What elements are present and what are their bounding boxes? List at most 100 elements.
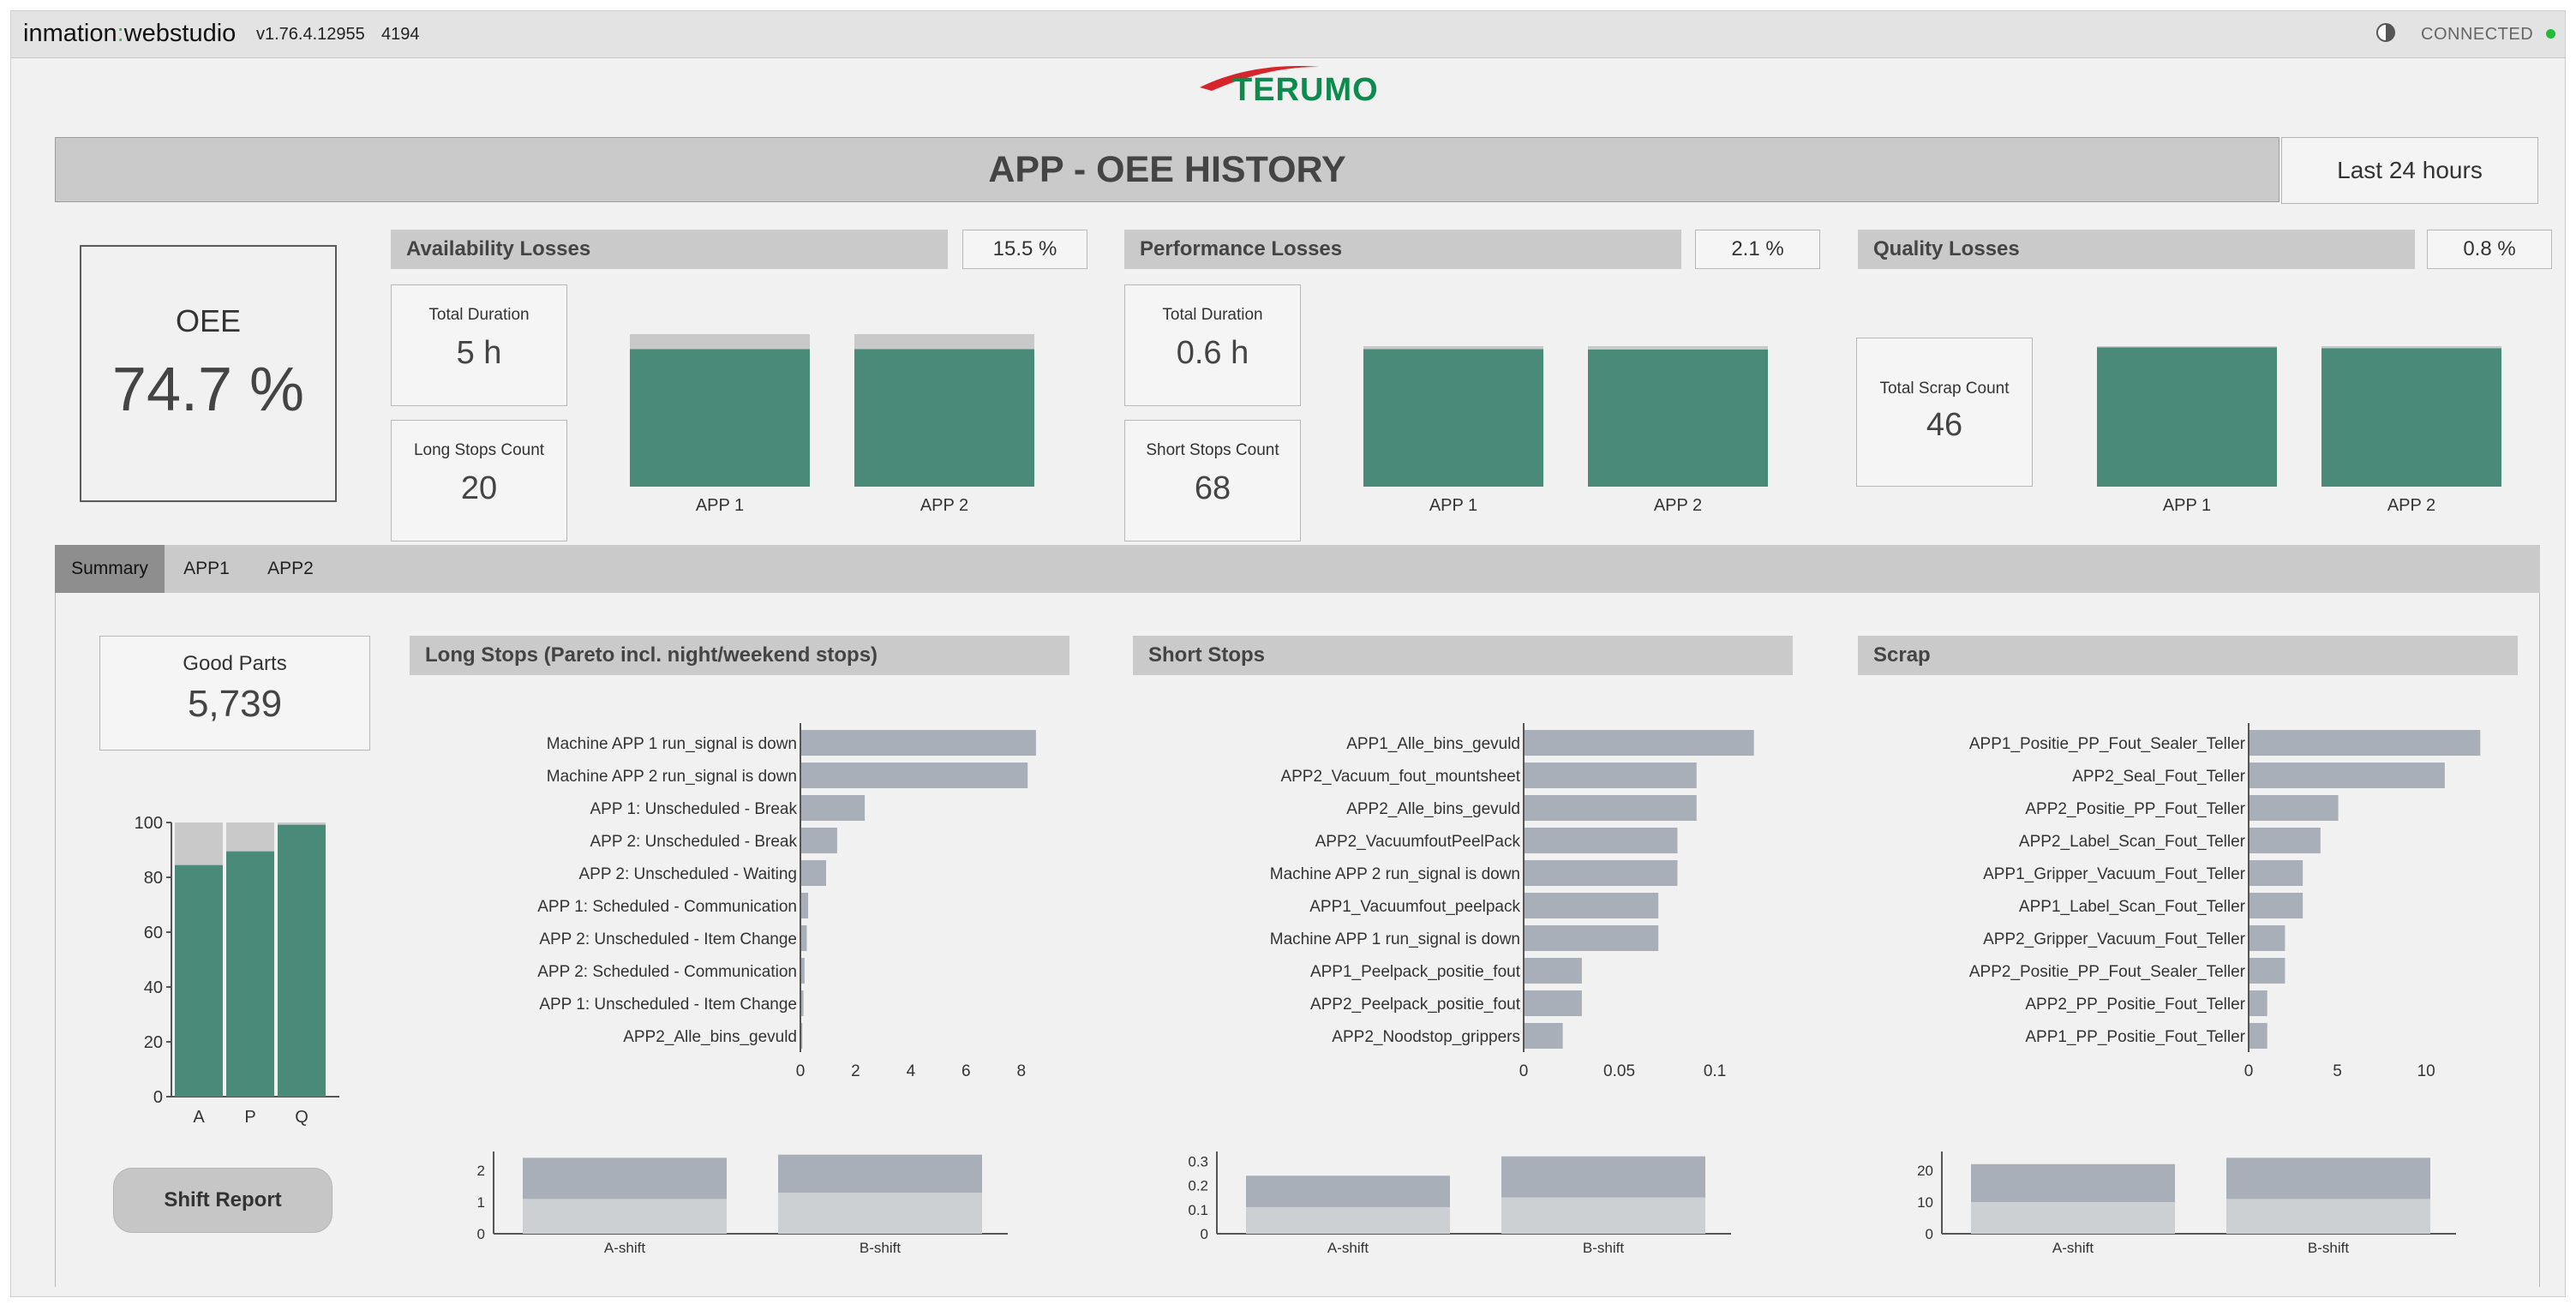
brand-product: webstudio (123, 20, 237, 47)
y-tick-label: 0 (153, 1088, 163, 1107)
availability-losses-header: Availability Losses (391, 230, 948, 269)
y-tick-label: 0 (1201, 1226, 1208, 1242)
category-label: Machine APP 1 run_signal is down (547, 735, 797, 753)
category-label: APP 1: Scheduled - Communication (537, 898, 797, 916)
connection-indicator (2546, 29, 2555, 39)
long-stops-header: Long Stops (Pareto incl. night/weekend s… (410, 636, 1069, 675)
availability-duration-label: Total Duration (428, 306, 530, 324)
tab-summary[interactable]: Summary (55, 545, 165, 593)
category-label: A-shift (1327, 1240, 1369, 1256)
app-build: 4194 (381, 25, 420, 44)
good-bar (278, 824, 326, 1097)
long-stops-pareto-chart: Machine APP 1 run_signal is down Machine … (537, 723, 1036, 1080)
y-tick-label: 1 (477, 1194, 485, 1211)
category-label: Q (295, 1108, 309, 1127)
x-tick-label: 6 (962, 1062, 971, 1080)
scrap-pareto-chart: APP1_Positie_PP_Fout_Sealer_Teller APP2_S… (1969, 723, 2481, 1080)
top-bar: inmation:webstudio v1.76.4.12955 4194 CO… (11, 11, 2565, 58)
app-brand: inmation:webstudio (23, 20, 237, 47)
pareto-bar (1525, 795, 1697, 821)
category-label: APP1_Peelpack_positie_fout (1310, 963, 1521, 981)
category-label: APP 2: Unscheduled - Item Change (539, 930, 797, 948)
short-stops-shift-chart: 0 0.1 0.2 0.3 A-shift B-shift (1188, 1151, 1731, 1256)
availability-losses-percent: 15.5 % (962, 230, 1087, 269)
short-stops-count-card: Short Stops Count 68 (1124, 420, 1301, 541)
y-tick-label: 60 (144, 924, 163, 942)
short-stops-pareto-chart: APP1_Alle_bins_gevuld APP2_Vacuum_fout_mo… (1270, 723, 1754, 1080)
x-tick-label: 0 (796, 1062, 806, 1080)
shift-bar-base (2226, 1199, 2430, 1234)
good-bar (226, 851, 274, 1097)
category-label: APP2_VacuumfoutPeelPack (1315, 833, 1521, 851)
category-label: APP2_PP_Positie_Fout_Teller (2025, 996, 2245, 1014)
y-tick-label: 10 (1917, 1194, 1933, 1211)
good-bar (175, 864, 223, 1097)
y-tick-label: 20 (1917, 1163, 1933, 1179)
x-tick-label: 10 (2417, 1062, 2435, 1080)
connection-status: CONNECTED (2421, 25, 2534, 44)
x-tick-label: 4 (907, 1062, 916, 1080)
logo-swoosh (1200, 66, 1320, 91)
shift-bar-base (1246, 1206, 1450, 1234)
pareto-bar (1525, 893, 1659, 918)
long-stops-count-card: Long Stops Count 20 (391, 420, 567, 541)
pareto-bar (801, 958, 805, 984)
category-label: APP2_Seal_Fout_Teller (2072, 768, 2245, 786)
category-label: APP1_Alle_bins_gevuld (1346, 735, 1520, 753)
x-tick-label: 8 (1016, 1062, 1026, 1080)
apq-summary-chart: 0 20 40 60 80 100 A P Q (135, 814, 339, 1127)
shift-bar-top (1971, 1163, 2175, 1203)
y-tick-label: 0.2 (1188, 1178, 1208, 1194)
terumo-logo: TERUMO (1200, 66, 1378, 108)
short-stops-header: Short Stops (1133, 636, 1793, 675)
quality-losses-percent: 0.8 % (2427, 230, 2552, 269)
category-label: APP 2 (1654, 496, 1702, 514)
category-label: B-shift (1583, 1240, 1624, 1256)
category-label: APP1_Label_Scan_Fout_Teller (2019, 898, 2246, 916)
category-label: APP2_Noodstop_grippers (1332, 1028, 1520, 1046)
quality-mini-chart: APP 1 APP 2 (2097, 346, 2501, 514)
shift-bar-top (523, 1157, 727, 1199)
oee-label: OEE (175, 303, 242, 338)
theme-toggle-icon[interactable] (2376, 23, 2395, 42)
good-parts-value: 5,739 (187, 683, 283, 725)
category-label: APP1_PP_Positie_Fout_Teller (2025, 1028, 2245, 1046)
category-label: APP1_Vacuumfout_peelpack (1309, 898, 1520, 916)
pareto-bar (2250, 958, 2285, 984)
tab-app2[interactable]: APP2 (267, 559, 314, 578)
shift-report-button[interactable]: Shift Report (113, 1168, 332, 1233)
x-tick-label: 2 (851, 1062, 860, 1080)
category-label: APP 2: Unscheduled - Waiting (578, 865, 797, 883)
pareto-bar (2250, 828, 2321, 853)
category-label: APP 1: Unscheduled - Break (590, 800, 797, 818)
category-label: APP2_Vacuum_fout_mountsheet (1280, 768, 1520, 786)
x-tick-label: 0.1 (1704, 1062, 1726, 1080)
category-label: APP2_Positie_PP_Fout_Teller (2025, 800, 2245, 818)
pareto-bar (801, 763, 1028, 788)
tab-app1[interactable]: APP1 (183, 559, 230, 578)
loss-bar (226, 822, 274, 852)
category-label: APP 1 (1429, 496, 1477, 514)
oee-value: 74.7 % (111, 356, 305, 424)
y-tick-label: 100 (135, 814, 163, 833)
category-label: APP 2 (2387, 496, 2435, 514)
loss-bar (175, 822, 223, 865)
time-range-button[interactable]: Last 24 hours (2281, 137, 2538, 204)
y-tick-label: 0 (477, 1226, 485, 1242)
pareto-bar (2250, 795, 2339, 821)
performance-duration-label: Total Duration (1162, 306, 1263, 324)
y-tick-label: 20 (144, 1033, 163, 1052)
category-label: APP 2: Unscheduled - Break (590, 833, 797, 851)
scrap-count-value: 46 (1926, 407, 1963, 443)
good-parts-label: Good Parts (183, 652, 287, 675)
pareto-bar (801, 730, 1036, 756)
y-tick-label: 2 (477, 1163, 485, 1179)
category-label: APP 1 (696, 496, 744, 514)
pareto-bar (1525, 828, 1678, 853)
category-label: A (193, 1108, 205, 1127)
brand-name: inmation (23, 20, 117, 47)
category-label: APP 2 (920, 496, 968, 514)
shift-bar-top (778, 1154, 982, 1193)
x-tick-label: 0 (1519, 1062, 1529, 1080)
performance-losses-header: Performance Losses (1124, 230, 1681, 269)
